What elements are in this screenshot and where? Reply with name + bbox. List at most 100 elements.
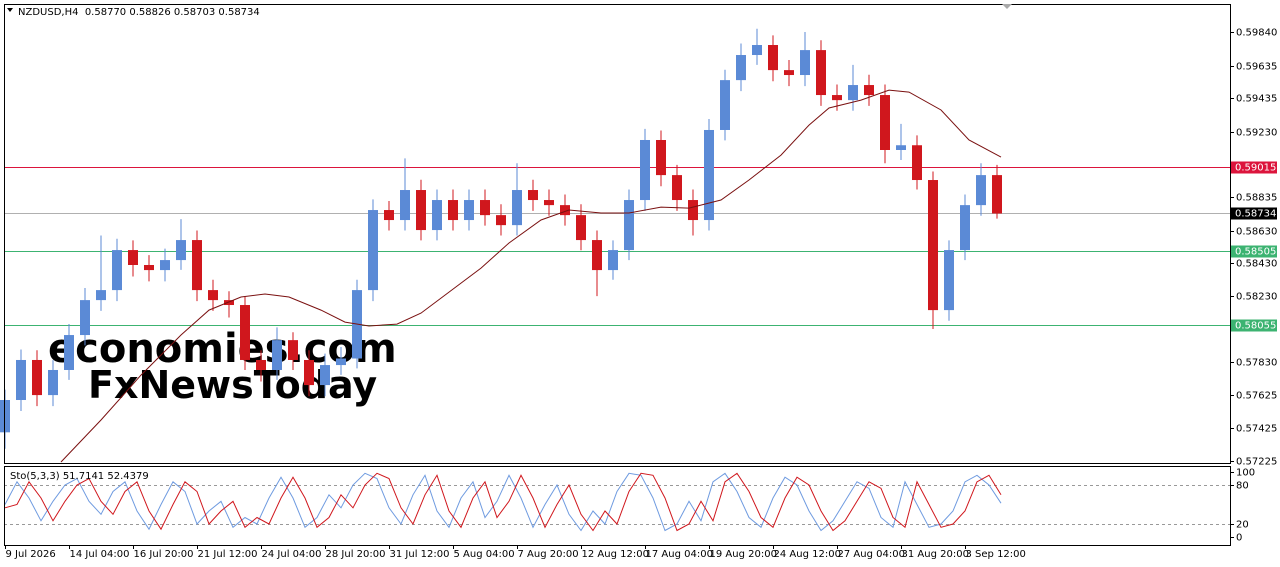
price-level-tag [1231,319,1277,332]
candle-body [112,250,122,291]
candle-body [80,300,90,336]
x-tick-label: 21 Jul 12:00 [198,549,258,560]
candle-body [480,200,490,216]
y-tick-label: 20 [1236,520,1249,531]
x-tick-label: 17 Aug 04:00 [646,549,713,560]
candle-body [416,190,426,231]
moving-average [60,89,1002,463]
x-tick-label: 3 Sep 12:00 [966,549,1026,560]
x-tick-label: 16 Jul 20:00 [134,549,194,560]
candle-body [224,300,234,306]
candle-body [256,359,266,370]
candle-body [384,210,394,221]
candle-body [832,95,842,101]
candle-body [368,210,378,291]
candle-body [880,95,890,151]
candle-body [592,240,602,271]
y-tick-label: 0.57425 [1236,424,1277,435]
candle-body [432,200,442,231]
candle-body [848,85,858,101]
candle-body [560,205,570,216]
candle-body [544,200,554,206]
candle-body [400,190,410,221]
candle-body [192,240,202,291]
candle-body [208,290,218,301]
candle-body [784,70,794,76]
x-tick-label: 24 Jul 04:00 [262,549,322,560]
x-tick-label: 28 Jul 20:00 [326,549,386,560]
y-tick-label: 80 [1236,481,1249,492]
y-tick-label: 0.57830 [1236,358,1277,369]
candle-body [656,139,666,176]
x-tick-label: 24 Aug 12:00 [774,549,841,560]
x-tick-label: 9 Jul 2026 [6,549,56,560]
watermark-layer: economies.com FxNewsToday [48,326,397,407]
candle-body [336,358,346,366]
candle-body [96,290,106,301]
y-tick-label: 0.59635 [1236,62,1277,73]
candle-body [816,50,826,96]
price-level-label: 0.59015 [1235,163,1276,174]
menu-arrow[interactable] [7,8,13,12]
candle-body [768,45,778,71]
candle-body [128,250,138,265]
candle-body [464,200,474,221]
candle-body [640,139,650,201]
x-tick-label: 5 Aug 04:00 [454,549,515,560]
y-tick-label: 100 [1236,468,1255,479]
candle-body [272,340,282,370]
x-tick-label: 31 Jul 12:00 [390,549,450,560]
symbol-title: NZDUSD,H4 0.58770 0.58826 0.58703 0.5873… [18,7,260,18]
candle-body [608,250,618,271]
candle-body [896,145,906,151]
candle-body [496,215,506,226]
y-tick-label: 0.57625 [1236,391,1277,402]
candle-body [144,264,154,271]
y-tick-label: 0.59230 [1236,128,1277,139]
x-tick-label: 19 Aug 20:00 [710,549,777,560]
price-panel-frame [4,4,1231,464]
indicator-title: Sto(5,3,3) 51.7141 52.4379 [10,471,149,482]
candle-body [864,85,874,96]
last-price-label: 0.58734 [1235,209,1276,220]
candle-body [624,200,634,251]
indicator-line [4,472,1002,532]
y-tick-label: 0.59840 [1236,28,1277,39]
price-level-tag [1231,161,1277,174]
panel [4,472,1230,532]
candle-body [320,365,330,386]
x-tick-label: 12 Aug 12:00 [582,549,649,560]
x-tick-label: 27 Aug 04:00 [838,549,905,560]
y-tick-label: 0.58835 [1236,193,1277,204]
candle-body [576,215,586,241]
candle-body [688,200,698,221]
y-tick-label: 0.59435 [1236,94,1277,105]
y-tick-label: 0.57225 [1236,457,1277,468]
y-tick-label: 0.58430 [1236,259,1277,270]
candle-body [960,205,970,251]
candle-body [32,359,42,396]
x-tick-label: 14 Jul 04:00 [70,549,130,560]
candle-body [512,190,522,226]
shift-marker [1002,4,1012,9]
last-price-tag [1231,207,1277,220]
candle-body [928,180,938,311]
price-level-tag [1231,245,1277,258]
y-tick-label: 0 [1236,533,1242,544]
candle-body [304,359,314,386]
candle-body [912,145,922,181]
candle-body [240,305,250,360]
candle-body [672,175,682,201]
candle-body [448,200,458,221]
candle-body [800,50,810,76]
indicator-line [4,472,1002,532]
price-level-label: 0.58505 [1235,247,1276,258]
candle-body [976,175,986,206]
candle-body [160,260,170,271]
price-level-label: 0.58055 [1235,321,1276,332]
candle-body [16,359,26,401]
y-tick-label: 0.58230 [1236,292,1277,303]
candle-body [64,335,74,370]
watermark: FxNewsToday [88,363,377,407]
